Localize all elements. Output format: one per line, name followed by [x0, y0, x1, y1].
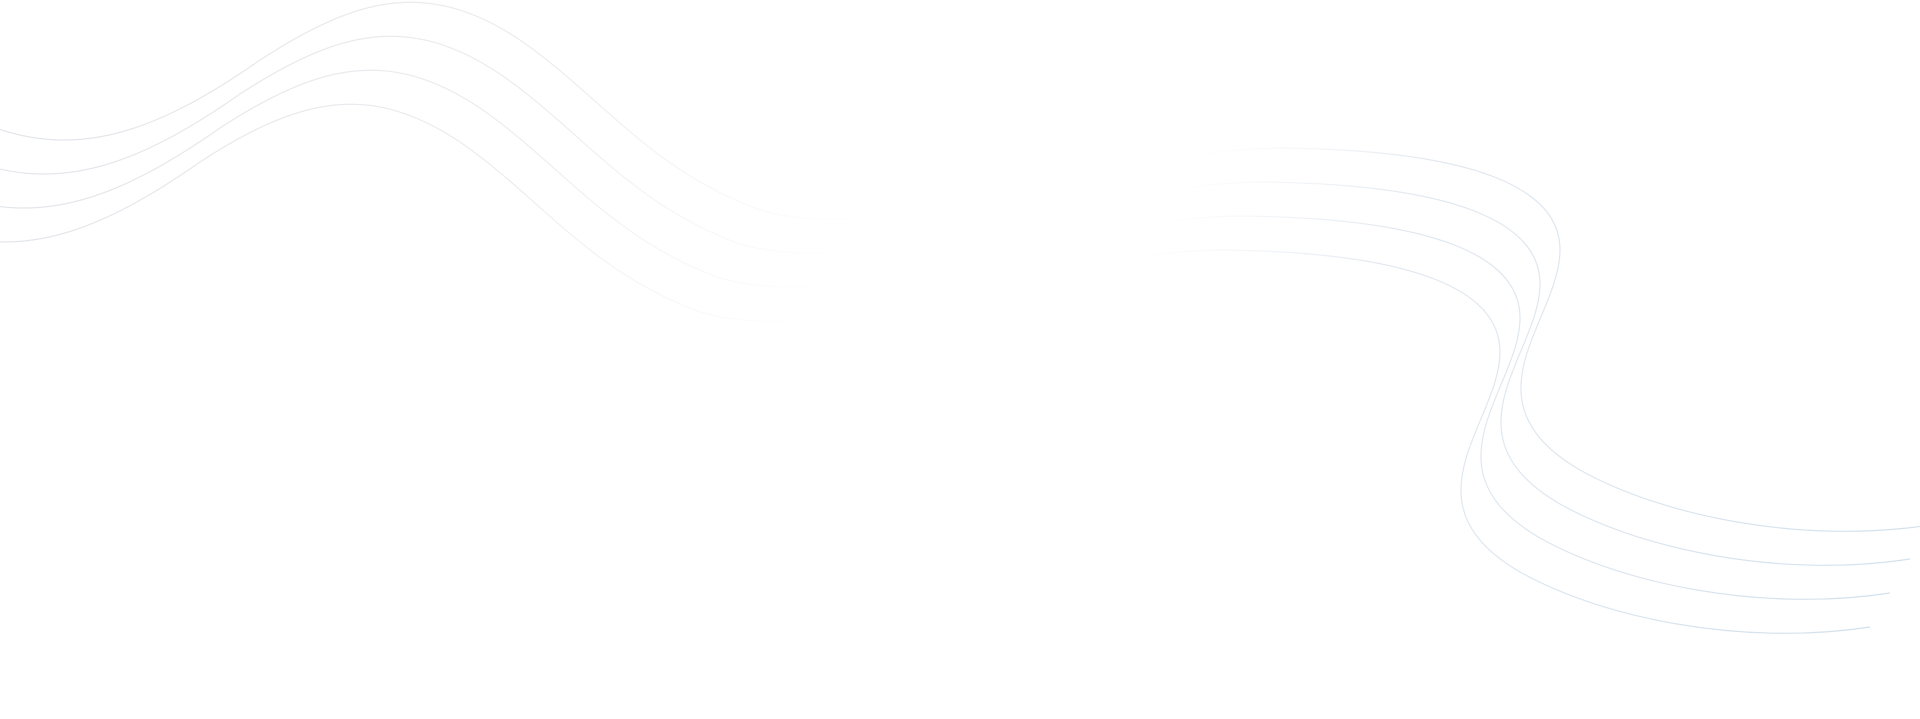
wave-line-1: [0, 1, 1920, 532]
wave-line-4: [0, 103, 1871, 634]
wave-line-2: [0, 35, 1911, 566]
wave-line-3: [0, 69, 1891, 600]
